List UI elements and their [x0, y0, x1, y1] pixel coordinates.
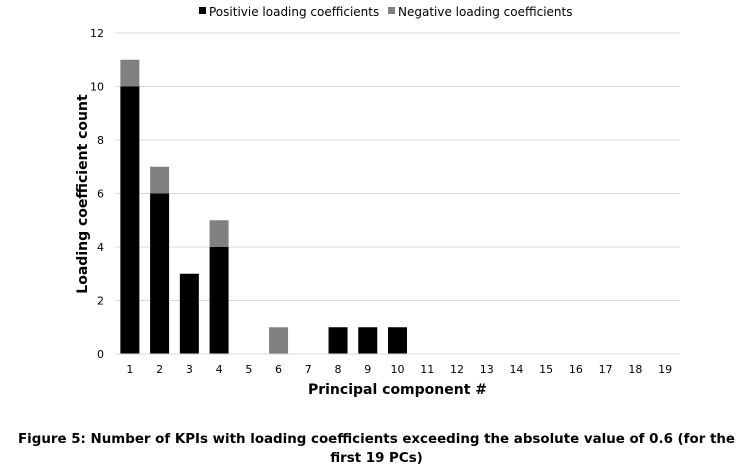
bar-negative-pc-6 — [269, 327, 289, 354]
y-tick-label: 2 — [97, 295, 104, 308]
x-tick-label: 11 — [420, 363, 434, 376]
x-tick-label: 13 — [480, 363, 494, 376]
x-axis-title: Principal component # — [308, 382, 487, 398]
y-tick-label: 8 — [97, 134, 104, 147]
y-tick-labels: 0 2 4 6 8 10 12 — [90, 27, 104, 361]
x-tick-label: 18 — [628, 363, 642, 376]
bar-positive-pc-4 — [209, 247, 229, 354]
legend-label-negative: Negative loading coefficients — [398, 5, 573, 19]
bar-negative-pc-4 — [209, 220, 229, 247]
x-tick-label: 17 — [599, 363, 613, 376]
x-tick-label: 19 — [658, 363, 672, 376]
bar-positive-pc-1 — [120, 86, 140, 354]
legend-swatch-negative — [388, 7, 395, 14]
x-tick-label: 12 — [450, 363, 464, 376]
x-tick-label: 3 — [186, 363, 193, 376]
x-tick-label: 6 — [275, 363, 282, 376]
y-tick-label: 10 — [90, 81, 104, 94]
bar-positive-pc-8 — [328, 327, 348, 354]
x-tick-label: 9 — [364, 363, 371, 376]
bar-negative-pc-2 — [150, 166, 170, 194]
legend-label-positive: Positivie loading coefficients — [209, 5, 379, 19]
bar-positive-pc-2 — [150, 193, 170, 354]
x-tick-labels: 1 2 3 4 5 6 7 8 9 10 11 12 13 14 15 16 17 18 19 — [126, 363, 672, 376]
x-tick-label: 4 — [216, 363, 223, 376]
gridlines — [115, 32, 680, 301]
x-tick-label: 2 — [156, 363, 163, 376]
bar-positive-pc-3 — [179, 273, 199, 354]
y-tick-label: 4 — [97, 241, 104, 254]
figure-caption: Figure 5: Number of KPIs with loading co… — [0, 430, 753, 468]
figure-caption-line-1: Figure 5: Number of KPIs with loading co… — [18, 432, 735, 447]
x-tick-label: 5 — [245, 363, 252, 376]
y-tick-label: 12 — [90, 27, 104, 40]
x-tick-label: 8 — [335, 363, 342, 376]
x-tick-label: 1 — [126, 363, 133, 376]
legend: Positivie loading coefficients Negative … — [199, 5, 573, 19]
x-tick-label: 15 — [539, 363, 553, 376]
y-tick-label: 0 — [97, 348, 104, 361]
bar-positive-pc-10 — [388, 327, 407, 354]
figure-caption-line-2: first 19 PCs) — [330, 451, 423, 466]
x-tick-label: 10 — [391, 363, 405, 376]
y-axis-title: Loading coefficient count — [75, 94, 91, 294]
x-tick-label: 7 — [305, 363, 312, 376]
bars — [120, 59, 407, 354]
legend-swatch-positive — [199, 7, 206, 14]
y-tick-label: 6 — [97, 188, 104, 201]
x-tick-label: 14 — [509, 363, 523, 376]
x-tick-label: 16 — [569, 363, 583, 376]
bar-positive-pc-9 — [358, 327, 378, 354]
bar-negative-pc-1 — [120, 59, 140, 87]
